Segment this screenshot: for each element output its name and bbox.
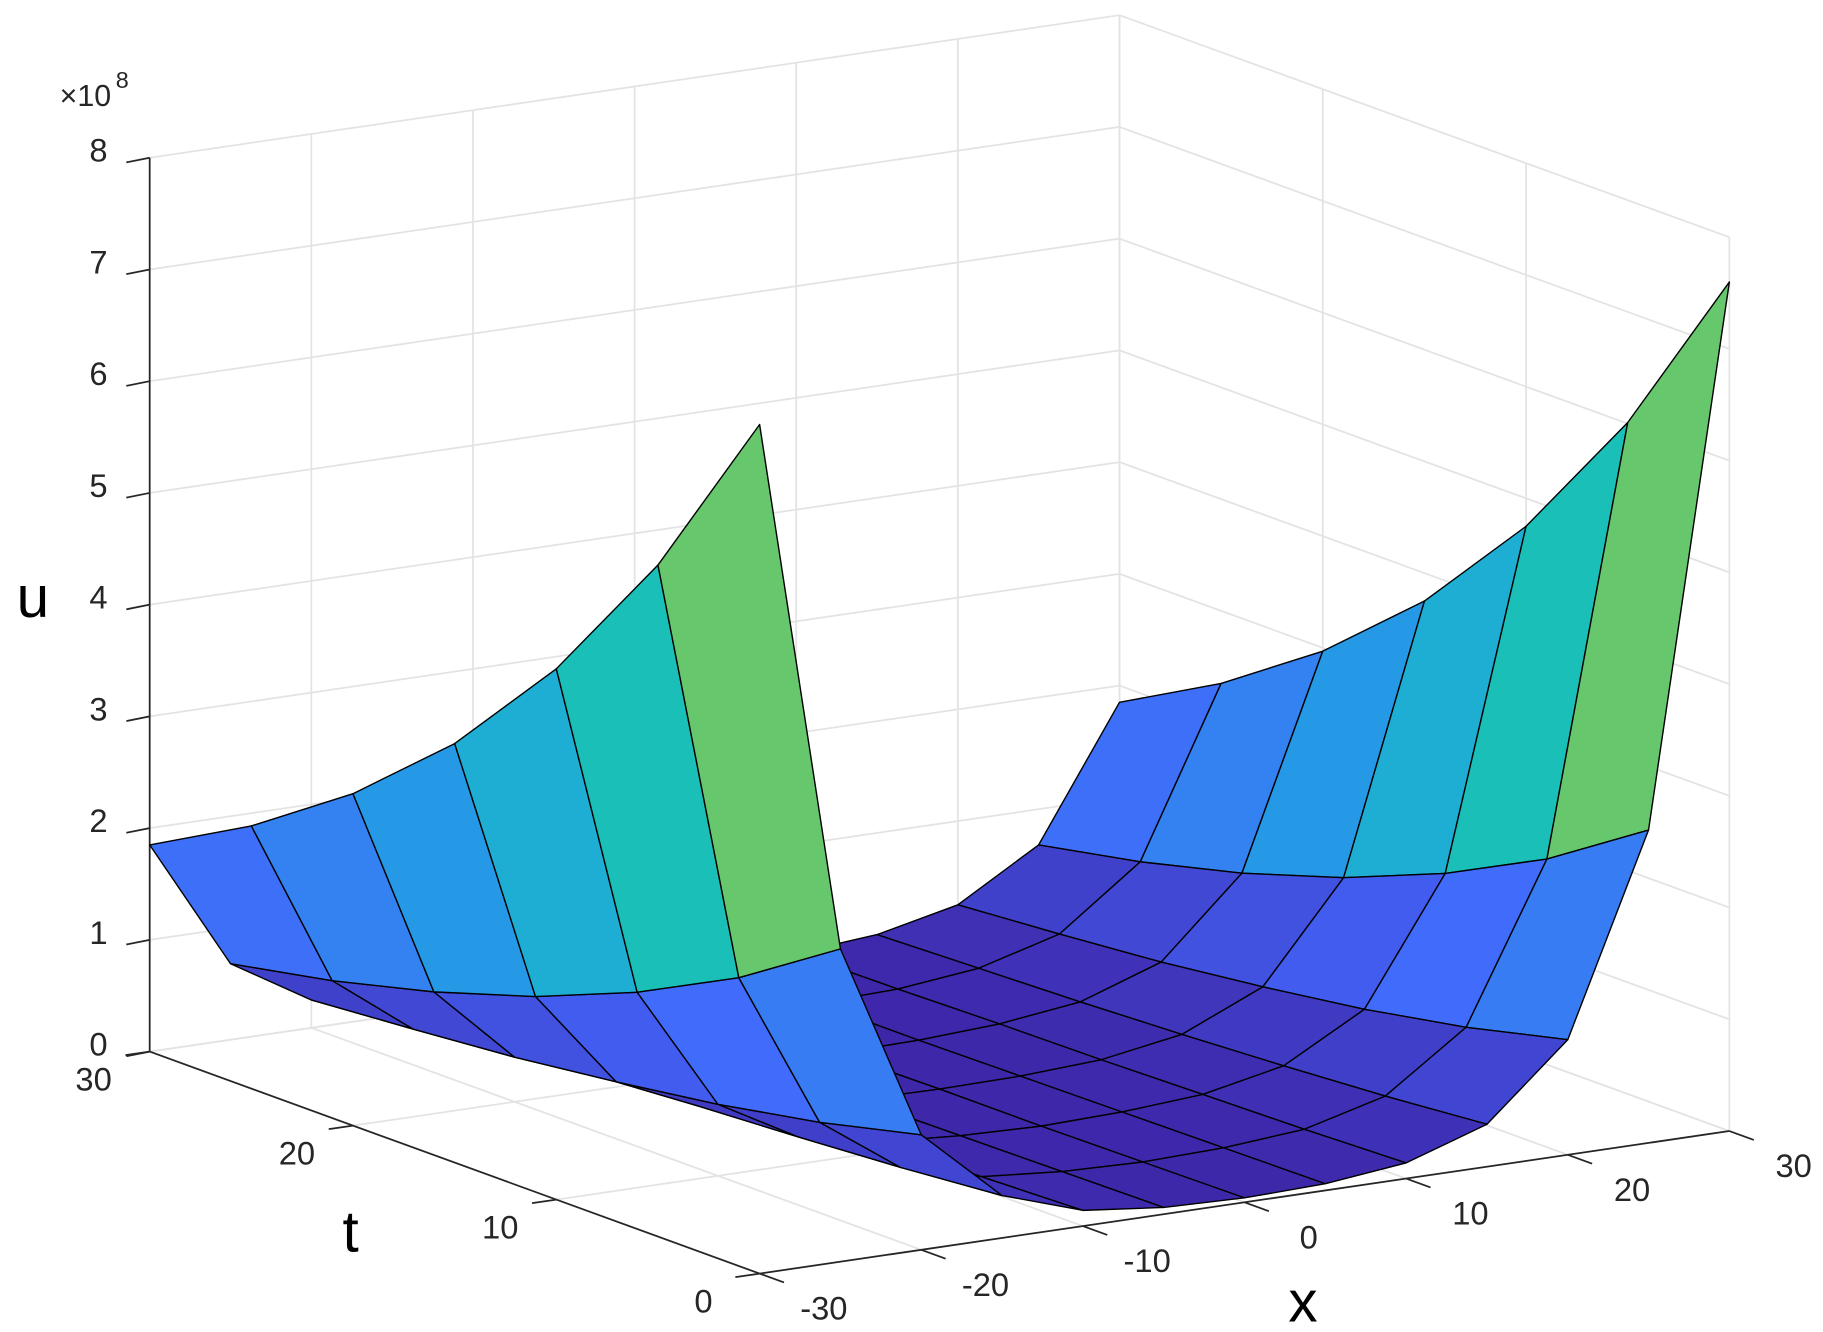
- z-tick-label: 2: [89, 802, 107, 839]
- x-tick-label: 30: [1775, 1147, 1811, 1184]
- y-tick-label: 30: [75, 1061, 111, 1098]
- grid-line: [149, 461, 1120, 606]
- z-exponent: 8: [116, 67, 129, 93]
- grid-line: [1119, 126, 1730, 350]
- tick-mark: [126, 827, 150, 834]
- grid-line: [1119, 14, 1730, 239]
- tick-mark: [126, 268, 150, 276]
- tick-mark: [1405, 1177, 1431, 1189]
- y-axis: [149, 1050, 760, 1275]
- tick-mark: [126, 715, 150, 722]
- z-tick-label: 3: [89, 690, 107, 727]
- tick-mark: [126, 156, 150, 164]
- tick-mark: [126, 492, 150, 499]
- x-tick-label: -20: [962, 1266, 1009, 1303]
- grid-line: [149, 14, 1120, 159]
- y-tick-label: 20: [279, 1135, 315, 1172]
- x-tick-label: 20: [1614, 1171, 1650, 1208]
- tick-mark: [1729, 1130, 1755, 1141]
- grid-line: [311, 1026, 922, 1251]
- z-tick-label: 8: [89, 132, 107, 169]
- x-axis-label: x: [1288, 1270, 1317, 1332]
- x-tick-label: 10: [1452, 1195, 1488, 1232]
- tick-mark: [1567, 1153, 1593, 1165]
- x-tick-label: 0: [1300, 1218, 1318, 1255]
- y-tick-label: 10: [482, 1209, 518, 1246]
- grid-line: [149, 349, 1120, 494]
- tick-mark: [126, 380, 150, 387]
- z-tick-label: 4: [89, 579, 107, 616]
- grid-line: [149, 237, 1120, 383]
- z-tick-label: 7: [89, 243, 107, 280]
- grid-line: [149, 126, 1120, 271]
- z-tick-label: 6: [89, 355, 107, 392]
- tick-mark: [1244, 1201, 1270, 1213]
- x-tick-label: -30: [800, 1290, 847, 1327]
- x-tick-label: -10: [1123, 1242, 1170, 1279]
- tick-mark: [735, 1272, 760, 1279]
- z-tick-label: 0: [89, 1026, 107, 1063]
- tick-mark: [328, 1124, 354, 1131]
- tick-mark: [531, 1198, 557, 1205]
- tick-mark: [920, 1248, 946, 1260]
- z-tick-label: 1: [89, 914, 107, 951]
- tick-mark: [1082, 1225, 1108, 1236]
- tick-mark: [759, 1272, 785, 1284]
- y-tick-label: 0: [694, 1283, 712, 1320]
- surface-patch: [657, 423, 842, 979]
- tick-mark: [125, 1050, 150, 1057]
- tick-mark: [126, 938, 150, 946]
- y-axis-label: t: [343, 1200, 359, 1265]
- z-axis-label: u: [17, 565, 49, 630]
- z-multiplier: ×10: [60, 80, 111, 113]
- tick-mark: [126, 603, 150, 611]
- z-tick-label: 5: [89, 467, 107, 504]
